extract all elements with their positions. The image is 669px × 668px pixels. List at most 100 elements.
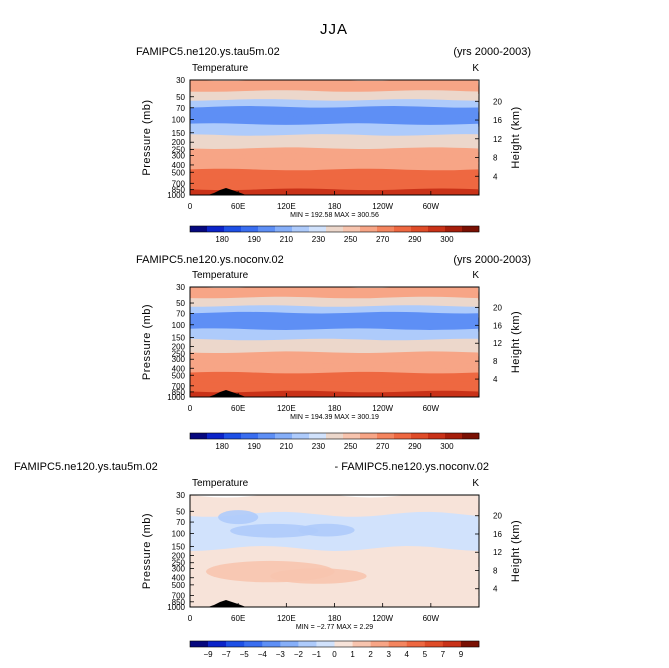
y-tick-label: 30 xyxy=(176,283,185,292)
y-tick-label: 500 xyxy=(172,168,186,177)
x-tick-label: 0 xyxy=(188,202,193,211)
colorbar-swatch xyxy=(262,641,281,647)
x-tick-label: 180 xyxy=(328,614,342,623)
colorbar-swatch xyxy=(394,433,412,439)
topography xyxy=(208,188,246,195)
x-tick-label: 60E xyxy=(231,614,245,623)
y-tick-label: 500 xyxy=(172,581,186,590)
y-tick-label: 850 xyxy=(172,598,186,607)
topography xyxy=(208,390,246,397)
plot-area xyxy=(190,80,479,195)
panel-title: FAMIPC5.ne120.ys.tau5m.02 xyxy=(136,46,280,58)
y-tick-label: 50 xyxy=(176,93,185,102)
colorbar-label: 270 xyxy=(376,235,390,244)
colorbar-label: 190 xyxy=(248,235,262,244)
units-label: K xyxy=(472,270,479,281)
colorbar-label: 290 xyxy=(408,442,422,451)
y2-axis-label: Height (km) xyxy=(510,106,522,168)
colorbar-swatch xyxy=(326,226,344,232)
colorbar-swatch xyxy=(411,433,429,439)
y-tick-label: 250 xyxy=(172,559,186,568)
contour-blob xyxy=(218,510,259,525)
y-tick-label: 1000 xyxy=(167,191,185,200)
y2-tick-label: 4 xyxy=(493,585,498,594)
x-tick-label: 120E xyxy=(277,614,296,623)
y-tick-label: 50 xyxy=(176,299,185,308)
y-tick-label: 150 xyxy=(172,333,186,342)
colorbar-swatch xyxy=(224,226,242,232)
colorbar-swatch xyxy=(244,641,263,647)
y-tick-label: 400 xyxy=(172,161,186,170)
x-tick-label: 180 xyxy=(328,202,342,211)
figure-title: JJA xyxy=(320,21,348,38)
y-tick-label: 1000 xyxy=(167,393,185,402)
contour-band xyxy=(190,106,479,119)
colorbar-label: −7 xyxy=(222,650,232,659)
panel-title-right: - FAMIPC5.ne120.ys.noconv.02 xyxy=(335,461,490,473)
colorbar-swatch xyxy=(190,641,209,647)
y-tick-label: 250 xyxy=(172,146,186,155)
colorbar-swatch xyxy=(292,226,310,232)
colorbar-label: 210 xyxy=(280,235,294,244)
y-tick-label: 150 xyxy=(172,129,186,138)
x-tick-label: 120W xyxy=(372,404,393,413)
colorbar-label: −9 xyxy=(204,650,214,659)
contour-band xyxy=(190,128,479,138)
x-tick-label: 180 xyxy=(328,404,342,413)
colorbar-swatch xyxy=(428,433,446,439)
contour-band xyxy=(190,495,479,518)
colorbar-label: −1 xyxy=(312,650,322,659)
y2-tick-label: 12 xyxy=(493,135,502,144)
colorbar-swatch xyxy=(275,226,293,232)
colorbar-swatch xyxy=(280,641,299,647)
colorbar-label: 4 xyxy=(405,650,410,659)
y2-tick-label: 8 xyxy=(493,357,498,366)
y-tick-label: 700 xyxy=(172,179,186,188)
colorbar-label: 250 xyxy=(344,235,358,244)
y-tick-label: 200 xyxy=(172,138,186,147)
y2-axis-label: Height (km) xyxy=(510,311,522,373)
x-tick-label: 120W xyxy=(372,614,393,623)
min-max-stats: MIN = −2.77 MAX = 2.29 xyxy=(296,624,373,631)
units-label: K xyxy=(472,63,479,74)
colorbar-swatch xyxy=(226,641,245,647)
contour-band xyxy=(190,123,479,133)
colorbar-swatch xyxy=(411,226,429,232)
colorbar-swatch xyxy=(442,641,462,647)
colorbar-swatch xyxy=(343,226,361,232)
colorbar-swatch xyxy=(406,641,426,647)
colorbar-label: 230 xyxy=(312,442,326,451)
variable-label: Temperature xyxy=(192,270,249,281)
colorbar-swatch xyxy=(428,226,446,232)
colorbar-swatch xyxy=(370,641,389,647)
min-max-stats: MIN = 192.58 MAX = 300.56 xyxy=(290,212,379,219)
colorbar-swatch xyxy=(258,226,276,232)
y2-tick-label: 12 xyxy=(493,548,502,557)
panel-2: FAMIPC5.ne120.ys.noconv.02 (yrs 2000-2003… xyxy=(136,254,531,451)
colorbar-label: 190 xyxy=(248,442,262,451)
y-tick-label: 850 xyxy=(172,186,186,195)
colorbar-label: 1 xyxy=(350,650,355,659)
y-tick-label: 1000 xyxy=(167,603,185,612)
colorbar-swatch xyxy=(292,433,310,439)
y-tick-label: 70 xyxy=(176,310,185,319)
contour-band xyxy=(190,115,479,128)
colorbar-swatch xyxy=(207,433,225,439)
y-tick-label: 30 xyxy=(176,76,185,85)
y-tick-label: 70 xyxy=(176,104,185,113)
x-tick-label: 0 xyxy=(188,614,193,623)
y-tick-label: 250 xyxy=(172,350,186,359)
colorbar-swatch xyxy=(190,226,208,232)
panel-title-right: (yrs 2000-2003) xyxy=(453,254,531,266)
y-tick-label: 200 xyxy=(172,552,186,561)
x-tick-label: 60E xyxy=(231,202,245,211)
plot-area xyxy=(190,495,479,607)
contour-band xyxy=(190,320,479,333)
y2-tick-label: 12 xyxy=(493,339,502,348)
colorbar-swatch xyxy=(309,433,327,439)
y2-tick-label: 8 xyxy=(493,154,498,163)
y-tick-label: 70 xyxy=(176,518,185,527)
y2-tick-label: 8 xyxy=(493,566,498,575)
contour-blob xyxy=(230,523,319,538)
